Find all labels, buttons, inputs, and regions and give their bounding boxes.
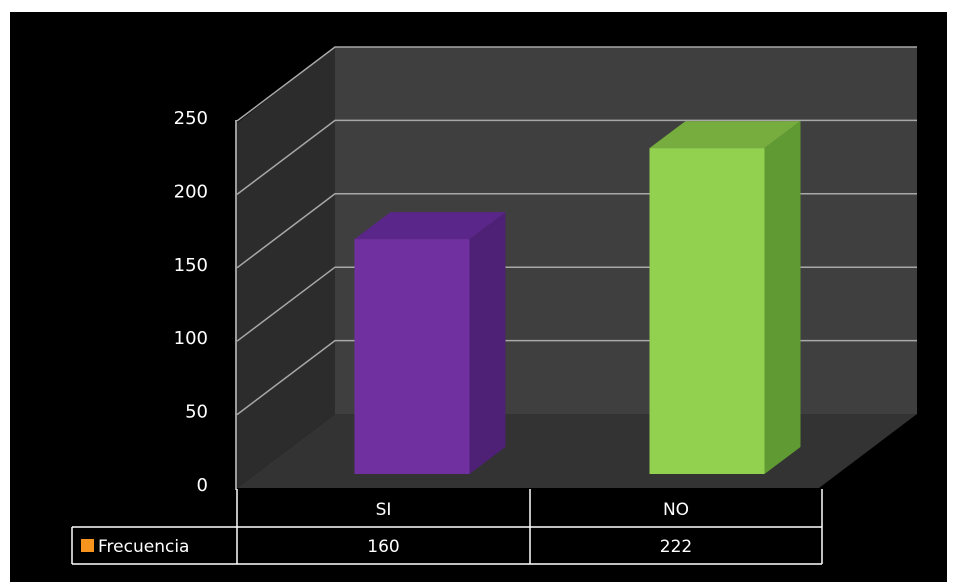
bar-chart: 0 50 100 150 200 250 SI NO 160 222 Frecuencia: [71, 46, 917, 565]
category-label: SI: [376, 500, 392, 520]
bars: [354, 121, 801, 474]
y-tick-label: 250: [174, 108, 208, 129]
bar-si: [354, 212, 506, 474]
gridline-250: [236, 46, 917, 122]
data-value-label: 222: [660, 537, 692, 557]
bar-no: [649, 121, 801, 474]
floor: [237, 414, 917, 488]
y-tick-label: 200: [174, 181, 208, 202]
bar-top: [649, 121, 801, 149]
data-table: SI NO 160 222 Frecuencia: [71, 489, 823, 565]
gridline-200: [236, 119, 917, 195]
y-tick-label: 100: [174, 328, 208, 349]
legend-key-icon: [81, 539, 94, 552]
bar-front: [649, 148, 765, 474]
y-tick-labels: 0 50 100 150 200 250: [174, 108, 208, 496]
chart-frame: 0 50 100 150 200 250 SI NO 160 222 Frecuencia: [10, 12, 947, 582]
y-tick-label: 150: [174, 255, 208, 276]
y-tick-label: 50: [185, 402, 208, 423]
bar-front: [354, 239, 470, 474]
category-label: NO: [663, 500, 689, 520]
bar-side: [469, 212, 506, 474]
bar-side: [764, 121, 801, 474]
y-tick-label: 0: [197, 475, 208, 496]
series-name-label: Frecuencia: [98, 537, 189, 557]
data-value-label: 160: [367, 537, 399, 557]
side-wall: [237, 47, 335, 488]
bar-top: [354, 212, 506, 240]
